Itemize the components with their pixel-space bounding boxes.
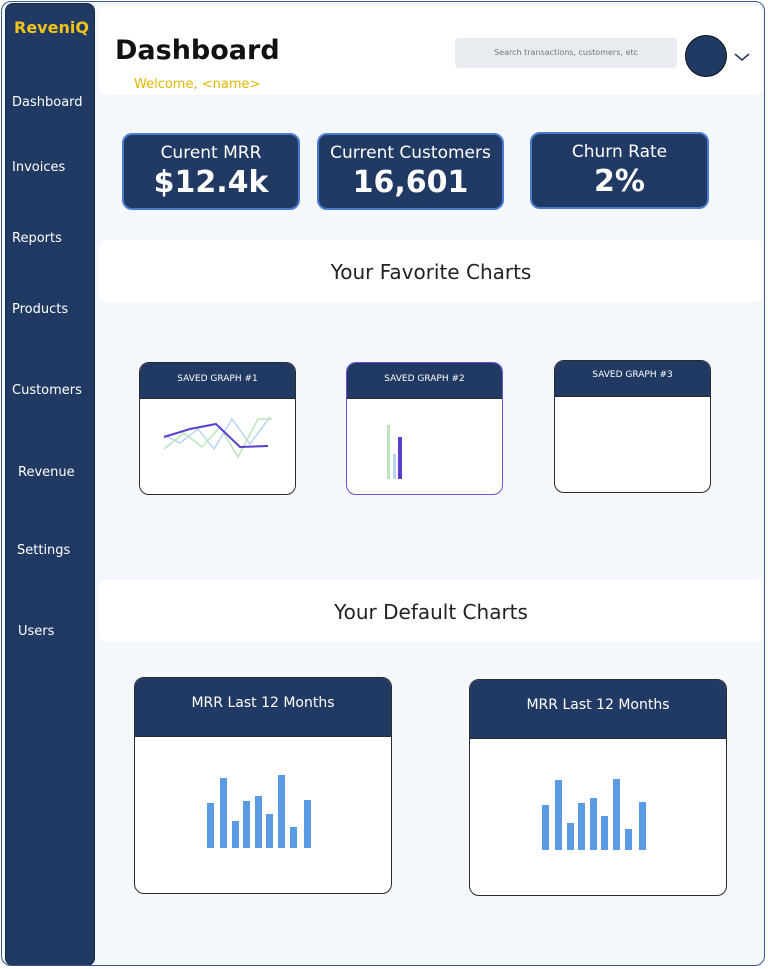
default-chart-card[interactable]: MRR Last 12 Months bbox=[134, 677, 392, 894]
kpi-label: Curent MRR bbox=[160, 143, 262, 163]
brand: ReveniQ bbox=[14, 18, 89, 37]
bar-sketch bbox=[387, 425, 402, 479]
default-chart-card[interactable]: MRR Last 12 Months bbox=[469, 679, 727, 896]
kpi-value: 16,601 bbox=[352, 165, 469, 200]
nav-item[interactable]: Settings bbox=[17, 543, 71, 558]
welcome: Welcome, <name> bbox=[134, 77, 261, 92]
nav-item[interactable]: Customers bbox=[12, 383, 82, 398]
avatar[interactable] bbox=[685, 35, 727, 77]
kpi-card: Curent MRR $12.4k bbox=[122, 133, 300, 210]
header: Dashboard Welcome, <name> Search transac… bbox=[99, 5, 763, 95]
saved-graph-card[interactable]: SAVED GRAPH #1 bbox=[139, 362, 296, 495]
kpi-card: Current Customers 16,601 bbox=[317, 133, 504, 210]
kpi-value: $12.4k bbox=[153, 165, 269, 200]
search-placeholder: Search transactions, customers, etc bbox=[494, 48, 638, 57]
kpi-card: Churn Rate 2% bbox=[530, 132, 709, 209]
card-header: SAVED GRAPH #1 bbox=[140, 363, 295, 399]
nav-item[interactable]: Revenue bbox=[18, 465, 75, 480]
section-panel bbox=[99, 240, 763, 302]
sidebar: ReveniQ Dashboard Invoices Reports Produ… bbox=[5, 3, 95, 965]
saved-graph-card[interactable]: SAVED GRAPH #2 bbox=[346, 362, 503, 495]
card-header: SAVED GRAPH #2 bbox=[347, 363, 502, 399]
nav-item[interactable]: Dashboard bbox=[12, 95, 83, 110]
card-header: SAVED GRAPH #3 bbox=[555, 361, 710, 397]
nav-item[interactable]: Reports bbox=[12, 231, 62, 246]
bar-sketch bbox=[207, 775, 311, 848]
kpi-label: Churn Rate bbox=[571, 142, 668, 162]
line-sketch bbox=[163, 416, 272, 459]
section-panel bbox=[99, 580, 763, 642]
chevron[interactable] bbox=[733, 51, 751, 63]
nav-item[interactable]: Users bbox=[18, 624, 55, 639]
page-title: Dashboard bbox=[115, 35, 280, 66]
bar-sketch bbox=[542, 779, 646, 850]
nav-item[interactable]: Invoices bbox=[12, 160, 66, 175]
nav-item[interactable]: Products bbox=[12, 302, 69, 317]
card-header: MRR Last 12 Months bbox=[135, 678, 391, 737]
kpi-value: 2% bbox=[594, 164, 645, 199]
saved-graph-card[interactable]: SAVED GRAPH #3 bbox=[554, 360, 711, 493]
search-box[interactable]: Search transactions, customers, etc bbox=[455, 38, 677, 68]
section-title: Your Default Charts bbox=[334, 600, 528, 624]
kpi-label: Current Customers bbox=[330, 143, 491, 163]
card-header: MRR Last 12 Months bbox=[470, 680, 726, 739]
section-title: Your Favorite Charts bbox=[330, 260, 532, 284]
